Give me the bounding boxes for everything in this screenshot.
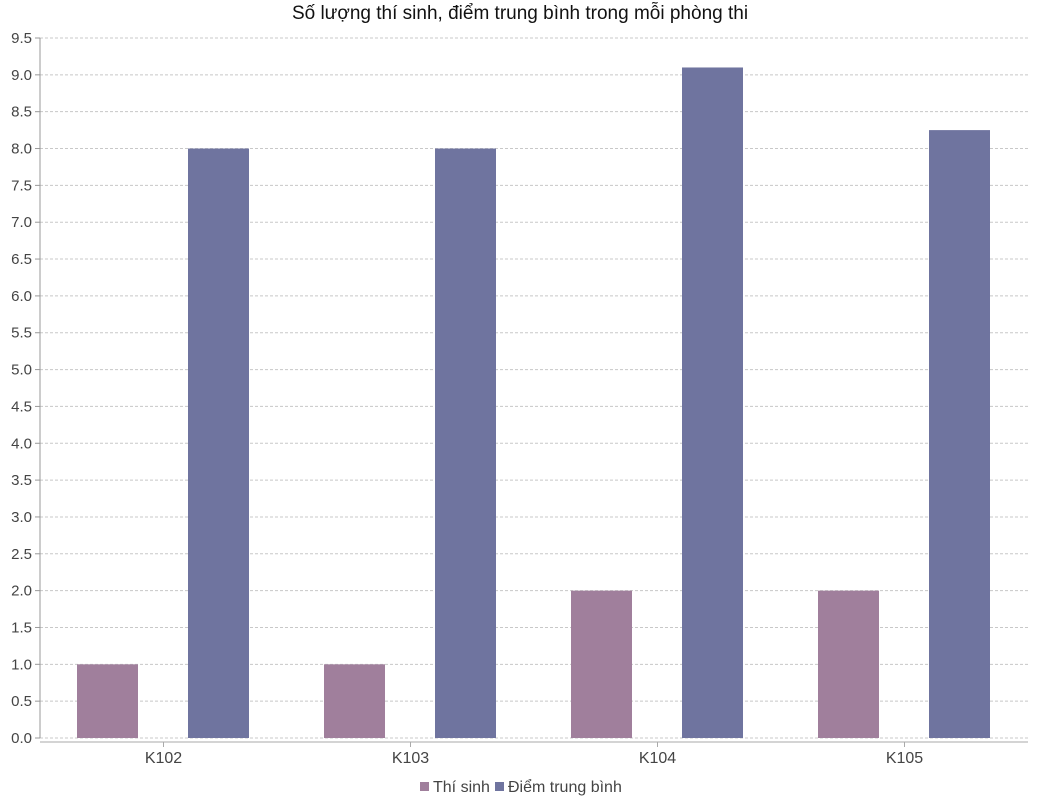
y-tick-label: 0.0 — [11, 730, 32, 747]
y-tick-label: 7.0 — [11, 214, 32, 231]
y-tick-label: 2.0 — [11, 583, 32, 600]
y-tick-label: 9.0 — [11, 67, 32, 84]
y-tick-label: 6.5 — [11, 251, 32, 268]
bars — [77, 67, 990, 739]
y-tick-label: 4.5 — [11, 398, 32, 415]
x-tick-label: K105 — [886, 750, 923, 767]
y-tick-label: 4.0 — [11, 435, 32, 452]
bar-diem-trung-binh-k102[interactable] — [188, 148, 249, 739]
legend-item-label[interactable]: Điểm trung bình — [508, 778, 622, 796]
bar-thi-sinh-k104[interactable] — [571, 590, 632, 738]
y-tick-label: 0.5 — [11, 693, 32, 710]
y-tick-label: 8.5 — [11, 104, 32, 121]
y-tick-label: 7.5 — [11, 177, 32, 194]
y-axis: 0.0 0.5 1.0 1.5 2.0 2.5 3.0 3.5 4.0 4.5 5.0 5.5 6.0 6… — [11, 30, 41, 747]
bar-diem-trung-binh-k105[interactable] — [929, 130, 990, 738]
y-tick-label: 2.5 — [11, 546, 32, 563]
x-tick-label: K102 — [145, 750, 182, 767]
y-tick-label: 9.5 — [11, 30, 32, 47]
bar-thi-sinh-k102[interactable] — [77, 664, 138, 738]
y-tick-label: 1.5 — [11, 619, 32, 636]
legend-item-label[interactable]: Thí sinh — [433, 779, 490, 796]
y-tick-label: 6.0 — [11, 288, 32, 305]
bar-diem-trung-binh-k104[interactable] — [682, 67, 743, 738]
chart-title: Số lượng thí sinh, điểm trung bình trong… — [291, 3, 749, 24]
x-tick-label: K103 — [392, 750, 429, 767]
legend-swatch — [495, 782, 504, 791]
x-tick-label: K104 — [639, 750, 676, 767]
y-tick-label: 1.0 — [11, 656, 32, 673]
y-tick-label: 5.5 — [11, 325, 32, 342]
bar-diem-trung-binh-k103[interactable] — [435, 148, 496, 739]
legend-swatch — [420, 782, 429, 791]
y-tick-label: 3.5 — [11, 472, 32, 489]
x-axis: K102 K103 K104 K105 — [40, 741, 1028, 767]
bar-thi-sinh-k105[interactable] — [818, 590, 879, 738]
y-tick-label: 5.0 — [11, 362, 32, 379]
legend[interactable]: Thí sinh Điểm trung bình — [420, 778, 622, 796]
y-tick-label: 8.0 — [11, 141, 32, 158]
y-tick-label: 3.0 — [11, 509, 32, 526]
bar-thi-sinh-k103[interactable] — [324, 664, 385, 738]
